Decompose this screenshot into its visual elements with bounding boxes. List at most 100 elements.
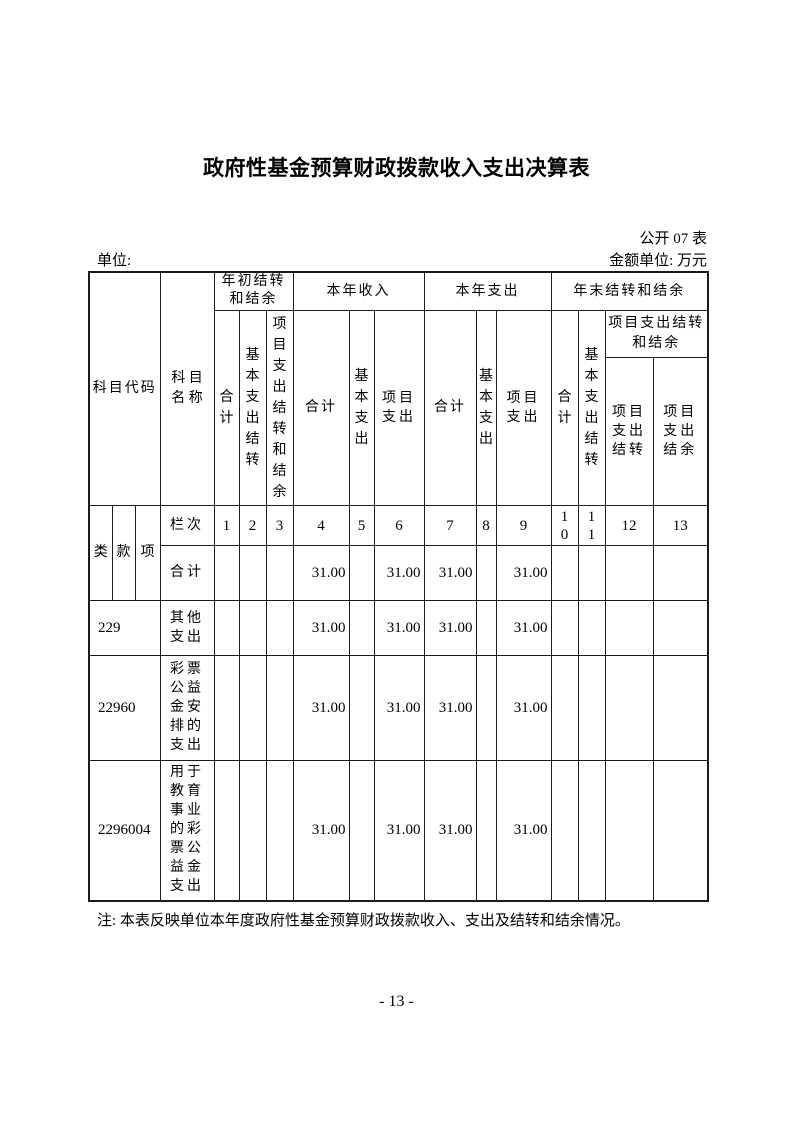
subject-name-header: 科 目 名 称 (159, 271, 215, 506)
col10-total-header: 合计 (550, 310, 579, 506)
value-cell (348, 545, 375, 601)
value-cell (652, 600, 709, 656)
group-current-year-income: 本年收入 (292, 271, 425, 311)
columns-row-label: 栏次 (159, 505, 215, 546)
column-number-cell: 5 (348, 505, 375, 546)
group-end-year-carryover: 年末结转和结余 (550, 271, 709, 311)
value-cell (213, 655, 240, 761)
value-cell: 31.00 (373, 545, 425, 601)
column-number-cell: 7 (423, 505, 477, 546)
value-cell (238, 545, 267, 601)
value-cell: 31.00 (373, 655, 425, 761)
value-cell (265, 655, 294, 761)
col1-total-header: 合计 (213, 310, 240, 506)
column-number-cell: 2 (238, 505, 267, 546)
header-sub-row: 合计 基本支出结转 项目支出结转和结余 合计 基本支出 项目支出 合计 基本支出… (89, 310, 709, 506)
col6-project-expense-header: 项目支出 (373, 310, 425, 506)
value-cell: 31.00 (292, 545, 350, 601)
value-cell (550, 760, 579, 901)
value-cell (604, 655, 654, 761)
value-cell (550, 655, 579, 761)
col11-basic-carryover-header: 基本支出结转 (577, 310, 606, 506)
value-cell (213, 545, 240, 601)
value-cell (577, 760, 606, 901)
group-current-year-expense: 本年支出 (423, 271, 552, 311)
value-cell (475, 655, 497, 761)
fund-budget-table: 科目代码 科 目 名 称 年初结转和结余 本年收入 本年支出 年末结转和结余 合… (88, 271, 709, 902)
value-cell: 31.00 (495, 545, 552, 601)
value-cell: 31.00 (423, 760, 477, 901)
value-cell (475, 545, 497, 601)
code-part-item: 项 (134, 505, 161, 601)
header-group-row: 科目代码 科 目 名 称 年初结转和结余 本年收入 本年支出 年末结转和结余 (88, 271, 709, 506)
value-cell: 31.00 (495, 760, 552, 901)
subgroup-project-carryover-balance-header: 项目支出结转和结余 (604, 310, 709, 358)
code-part-class: 类 (88, 505, 113, 601)
value-cell: 31.00 (373, 600, 425, 656)
table-row-total: 合计 31.00 31.00 31.00 31.00 (89, 545, 709, 601)
value-cell (604, 600, 654, 656)
value-cell (652, 760, 709, 901)
col5-basic-expense-header: 基本支出 (348, 310, 375, 506)
value-cell: 31.00 (292, 655, 350, 761)
value-cell (475, 760, 497, 901)
value-cell (265, 545, 294, 601)
value-cell: 31.00 (373, 760, 425, 901)
value-cell: 31.00 (495, 600, 552, 656)
value-cell (213, 760, 240, 901)
column-index-row: 类 款 项 栏次 1 2 3 4 5 6 7 8 9 1 0 1 1 12 13 (88, 505, 709, 601)
column-number-cell: 3 (265, 505, 294, 546)
value-cell (652, 655, 709, 761)
header-subsub-row: 项目支出结转 项目支出结余 (89, 357, 709, 506)
value-cell (265, 600, 294, 656)
value-cell (213, 600, 240, 656)
value-cell (604, 760, 654, 901)
col9-project-expense-header: 项目支出 (495, 310, 552, 506)
form-code: 公开 07 表 (639, 231, 707, 247)
col8-basic-expense-header: 基本支出 (475, 310, 497, 506)
group-begin-year-carryover: 年初结转和结余 (213, 271, 294, 311)
page-number: - 13 - (379, 993, 414, 1010)
column-number-cell: 4 (292, 505, 350, 546)
table-note: 注: 本表反映单位本年度政府性基金预算财政拨款收入、支出及结转和结余情况。 (97, 913, 630, 929)
subject-code-header: 科目代码 (88, 271, 161, 506)
name-cell: 其他支出 (159, 600, 215, 656)
name-cell: 合计 (159, 545, 215, 601)
table-row: 229 其他支出 31.00 31.00 31.00 31.00 (88, 600, 709, 656)
code-cell: 229 (88, 600, 161, 656)
table-row: 2296004 用于教育事业的彩票公益金支出 31.00 31.00 31.00… (88, 760, 709, 901)
code-cell: 2296004 (88, 760, 161, 901)
col3-project-carryover-balance-header: 项目支出结转和结余 (265, 310, 294, 506)
column-number-cell: 6 (373, 505, 425, 546)
name-cell: 用于教育事业的彩票公益金支出 (159, 760, 215, 901)
value-cell: 31.00 (292, 760, 350, 901)
unit-label: 单位: (97, 253, 132, 269)
column-number-cell: 12 (604, 505, 654, 546)
code-cell: 22960 (88, 655, 161, 761)
value-cell (577, 545, 606, 601)
value-cell (577, 655, 606, 761)
value-cell (238, 760, 267, 901)
column-number-cell: 8 (475, 505, 497, 546)
table-row: 22960 彩票公益金安排的支出 31.00 31.00 31.00 31.00 (88, 655, 709, 761)
unit-row: 单位: 金额单位: 万元 (97, 249, 707, 270)
column-number-cell: 1 0 (550, 505, 579, 546)
value-cell (652, 545, 709, 601)
column-number-cell: 1 (213, 505, 240, 546)
col7-total-header: 合计 (423, 310, 477, 506)
col13-project-balance-header: 项目支出结余 (652, 357, 709, 506)
value-cell (577, 600, 606, 656)
value-cell (348, 655, 375, 761)
column-number-cell: 1 1 (577, 505, 606, 546)
value-cell: 31.00 (423, 600, 477, 656)
code-part-section: 款 (111, 505, 136, 601)
page-title: 政府性基金预算财政拨款收入支出决算表 (203, 157, 590, 180)
value-cell: 31.00 (495, 655, 552, 761)
column-number-cell: 13 (652, 505, 709, 546)
value-cell (238, 600, 267, 656)
value-cell (475, 600, 497, 656)
col4-total-header: 合计 (292, 310, 350, 506)
col12-project-carryover-header: 项目支出结转 (604, 357, 654, 506)
value-cell: 31.00 (292, 600, 350, 656)
